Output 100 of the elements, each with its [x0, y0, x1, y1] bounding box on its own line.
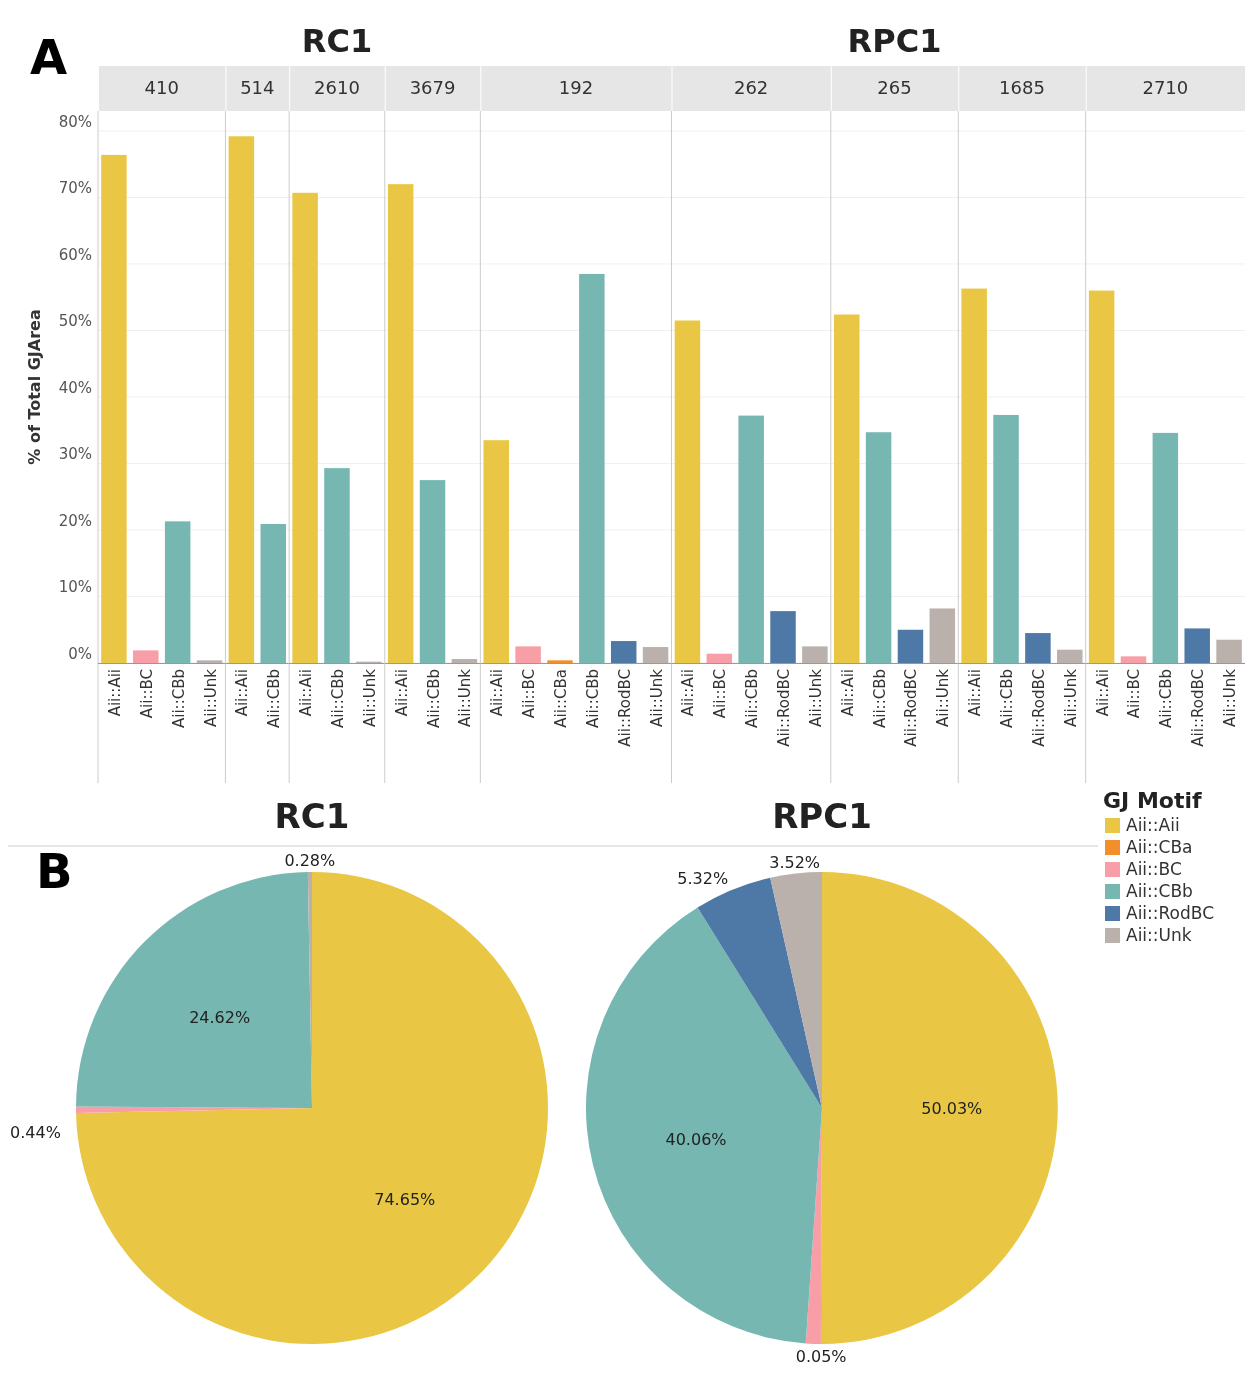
y-tick-label: 40%: [58, 378, 92, 397]
bar: [897, 629, 924, 663]
x-tick-label: Aii::Aii: [392, 669, 411, 717]
bar: [1216, 639, 1242, 663]
x-tick-label: Aii::CBb: [265, 669, 284, 728]
bar: [833, 314, 860, 663]
data-label: 40.06%: [665, 1130, 727, 1150]
x-tick-label: Aii::Aii: [233, 669, 252, 717]
chart-title: 192: [558, 77, 594, 98]
bar: [674, 320, 701, 663]
legend-label: Aii::Unk: [1126, 925, 1192, 945]
y-tick-label: 80%: [58, 112, 92, 131]
chart-title: 1685: [999, 77, 1045, 98]
x-tick-label: Aii::BC: [137, 669, 156, 719]
data-label: 5.32%: [677, 869, 729, 889]
x-tick-label: Aii::Unk: [934, 668, 953, 727]
bar: [865, 432, 892, 663]
x-tick-label: Aii::BC: [711, 669, 730, 719]
data-label: 0.05%: [795, 1347, 847, 1366]
x-tick-label: Aii::Aii: [488, 669, 507, 717]
bar: [1152, 432, 1179, 663]
chart-subtitle: RC1: [301, 22, 373, 60]
bar: [929, 608, 956, 663]
pie-slice: [586, 907, 822, 1344]
x-tick-label: Aii::BC: [520, 669, 539, 719]
x-tick-label: Aii::Aii: [679, 669, 698, 717]
legend-label: Aii::BC: [1126, 859, 1182, 879]
data-label: 24.62%: [189, 1007, 251, 1027]
x-tick-label: Aii::Unk: [201, 668, 220, 727]
x-tick-label: Aii::Unk: [456, 668, 475, 727]
x-tick-label: Aii::Unk: [360, 668, 379, 727]
x-tick-label: Aii::Aii: [966, 669, 985, 717]
chart-title: 3679: [409, 77, 456, 98]
x-tick-label: Aii::RodBC: [615, 669, 634, 747]
x-tick-label: Aii::Unk: [647, 668, 666, 727]
bar: [738, 415, 764, 663]
x-tick-label: Aii::CBb: [743, 669, 762, 728]
pie-slice: [76, 872, 312, 1108]
bar: [802, 646, 828, 663]
x-tick-label: Aii::CBb: [1157, 669, 1176, 728]
y-axis-title: % of Total GJArea: [25, 309, 44, 465]
x-tick-label: Aii::Aii: [105, 669, 124, 717]
data-label: 3.52%: [769, 852, 821, 872]
x-tick-label: Aii::CBb: [169, 669, 188, 728]
x-tick-label: Aii::RodBC: [1029, 669, 1048, 747]
chart-title: 514: [240, 77, 275, 98]
y-tick-label: 0%: [68, 645, 92, 663]
legend-label: Aii::CBb: [1126, 881, 1193, 901]
pie-slice: [821, 872, 1058, 1344]
bar: [961, 288, 987, 663]
x-tick-label: Aii::CBb: [328, 669, 347, 728]
chart-title: 2710: [1142, 77, 1189, 98]
bar: [770, 611, 796, 663]
x-tick-label: Aii::CBb: [870, 669, 889, 728]
pie-slice: [770, 872, 822, 1108]
chart-title: RPC1: [772, 796, 872, 836]
y-tick-label: 70%: [58, 179, 92, 198]
x-tick-label: Aii::Unk: [1221, 668, 1240, 727]
x-tick-label: Aii::Aii: [297, 669, 316, 717]
legend-label: Aii::Aii: [1126, 815, 1180, 835]
chart-title: RC1: [274, 796, 350, 836]
bar: [1057, 649, 1083, 663]
y-tick-label: 60%: [58, 245, 92, 264]
chart-title: 410: [144, 77, 179, 98]
legend-label: Aii::CBa: [1126, 837, 1193, 857]
chart-title: 262: [733, 77, 769, 98]
text: A: [30, 29, 68, 85]
data-label: 50.03%: [921, 1099, 983, 1119]
bar: [610, 641, 637, 663]
bar: [1088, 290, 1115, 663]
x-tick-label: Aii::CBa: [551, 669, 570, 728]
y-tick-label: 10%: [58, 578, 92, 597]
bar: [1184, 628, 1210, 663]
x-tick-label: Aii::Aii: [1093, 669, 1112, 717]
y-tick-label: 30%: [58, 445, 92, 464]
bar: [515, 646, 541, 663]
text: B: [36, 843, 73, 899]
data-label: 0.28%: [284, 851, 336, 871]
x-tick-label: Aii::CBb: [998, 669, 1017, 728]
data-label: 74.65%: [374, 1189, 436, 1209]
x-tick-label: Aii::Aii: [838, 669, 857, 717]
chart-subtitle: RPC1: [847, 22, 942, 60]
bar: [483, 440, 510, 663]
x-tick-label: Aii::BC: [1125, 669, 1144, 719]
y-tick-label: 50%: [58, 312, 92, 331]
bar: [993, 414, 1019, 663]
x-tick-label: Aii::CBb: [424, 669, 443, 728]
x-tick-label: Aii::Unk: [1061, 668, 1080, 727]
bar: [706, 653, 733, 663]
x-tick-label: Aii::RodBC: [775, 669, 794, 747]
bar: [1025, 633, 1051, 663]
legend-title: GJ Motif: [1103, 788, 1202, 813]
x-tick-label: Aii::CBb: [583, 669, 602, 728]
legend-label: Aii::RodBC: [1126, 903, 1215, 923]
pie-slice: [76, 872, 548, 1344]
chart-title: 2610: [314, 77, 360, 98]
data-label: 0.44%: [10, 1122, 61, 1142]
x-tick-label: Aii::RodBC: [902, 669, 921, 747]
bar: [642, 647, 669, 663]
y-tick-label: 20%: [58, 511, 92, 530]
